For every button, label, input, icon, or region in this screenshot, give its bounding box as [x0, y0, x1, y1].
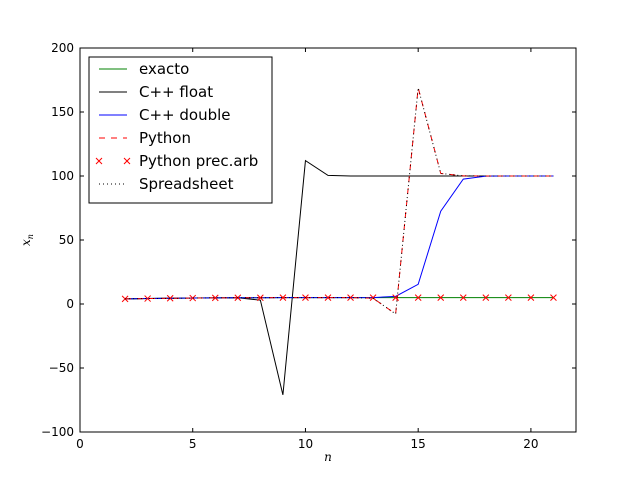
- series-python-prec-arb-point: [459, 294, 467, 301]
- legend-label-c-float: C++ float: [139, 83, 213, 101]
- series-python-prec-arb-point: [482, 294, 490, 301]
- x-tick-label: 15: [411, 437, 426, 451]
- series-python-prec-arb-point: [369, 294, 377, 301]
- y-tick-label: 0: [66, 297, 74, 311]
- x-tick-label: 5: [189, 437, 197, 451]
- series-python-prec-arb-point: [189, 294, 197, 302]
- y-tick-label: 50: [59, 233, 74, 247]
- plot-area: [121, 87, 557, 395]
- series-spreadsheet-line: [125, 87, 554, 315]
- series-python-prec-arb-point: [144, 295, 151, 302]
- legend-label-exacto: exacto: [139, 60, 189, 78]
- legend-label-python-prec-arb: Python prec.arb: [139, 152, 258, 170]
- series-python-prec-arb-markers: [121, 294, 557, 303]
- legend-swatch-python-prec-arb: [123, 157, 131, 165]
- axis-ticks: 0 5 10 15 20 −100 −50 0 50 100 150 200: [41, 41, 576, 451]
- x-tick-label: 20: [523, 437, 538, 451]
- series-python-prec-arb-point: [527, 294, 535, 301]
- x-axis-label: n: [324, 450, 332, 464]
- legend-box: [88, 56, 273, 204]
- legend-swatch-python-prec-arb: [95, 157, 103, 165]
- legend: exacto C++ float C++ double Python Python pr…: [88, 56, 273, 204]
- x-tick-label: 10: [298, 437, 313, 451]
- series-python-prec-arb-point: [550, 294, 557, 301]
- legend-label-python: Python: [139, 129, 191, 147]
- y-tick-label: −50: [49, 361, 74, 375]
- series-python-prec-arb-point: [279, 294, 287, 302]
- legend-label-c-double: C++ double: [139, 106, 231, 124]
- series-python-prec-arb-point: [437, 294, 445, 301]
- series-c-double-line: [125, 175, 554, 300]
- y-axis-label: xn: [19, 234, 35, 246]
- series-python-prec-arb-point: [211, 294, 219, 302]
- y-tick-label: 200: [51, 41, 74, 55]
- series-python-prec-arb-point: [414, 294, 422, 301]
- legend-label-spreadsheet: Spreadsheet: [139, 175, 234, 193]
- y-axis-label-subscript: n: [26, 234, 35, 239]
- series-python-prec-arb-point: [324, 294, 332, 301]
- y-tick-label: 100: [51, 169, 74, 183]
- series-python-prec-arb-point: [257, 294, 264, 302]
- series-python-prec-arb-point: [505, 294, 512, 301]
- y-tick-label: 150: [51, 105, 74, 119]
- y-tick-label: −100: [41, 425, 74, 439]
- series-python-prec-arb-point: [347, 294, 354, 301]
- x-tick-label: 0: [76, 437, 84, 451]
- series-python-prec-arb-point: [166, 294, 174, 302]
- series-python-prec-arb-point: [392, 294, 399, 301]
